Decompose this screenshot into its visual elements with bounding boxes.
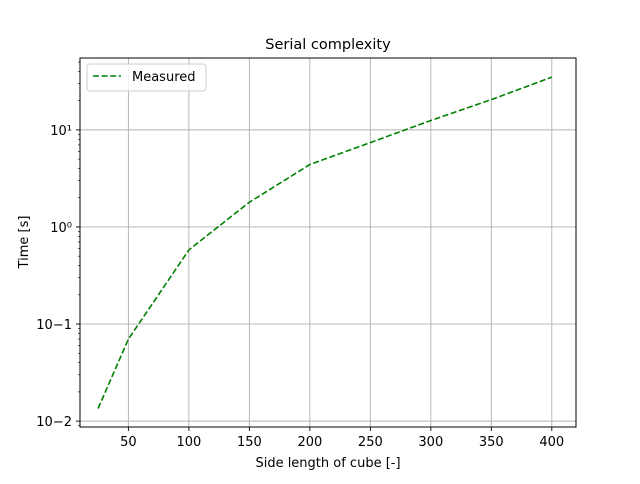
x-tick-label: 250 <box>358 435 383 450</box>
chart-title: Serial complexity <box>265 37 391 53</box>
x-tick-label: 200 <box>297 435 322 450</box>
x-tick-label: 150 <box>237 435 262 450</box>
x-tick-label: 400 <box>539 435 564 450</box>
legend: Measured <box>87 64 206 91</box>
x-axis-label: Side length of cube [-] <box>255 456 400 471</box>
x-tick-label: 350 <box>479 435 504 450</box>
y-tick-label: 10−2 <box>36 415 72 430</box>
y-tick-label: 10⁰ <box>50 221 72 236</box>
x-tick-label: 100 <box>176 435 201 450</box>
y-tick-label: 10¹ <box>50 124 72 139</box>
legend-label-measured: Measured <box>132 70 196 85</box>
y-axis-label: Time [s] <box>17 216 32 270</box>
y-tick-label: 10−1 <box>36 318 72 333</box>
x-tick-label: 50 <box>120 435 137 450</box>
x-tick-label: 300 <box>418 435 443 450</box>
